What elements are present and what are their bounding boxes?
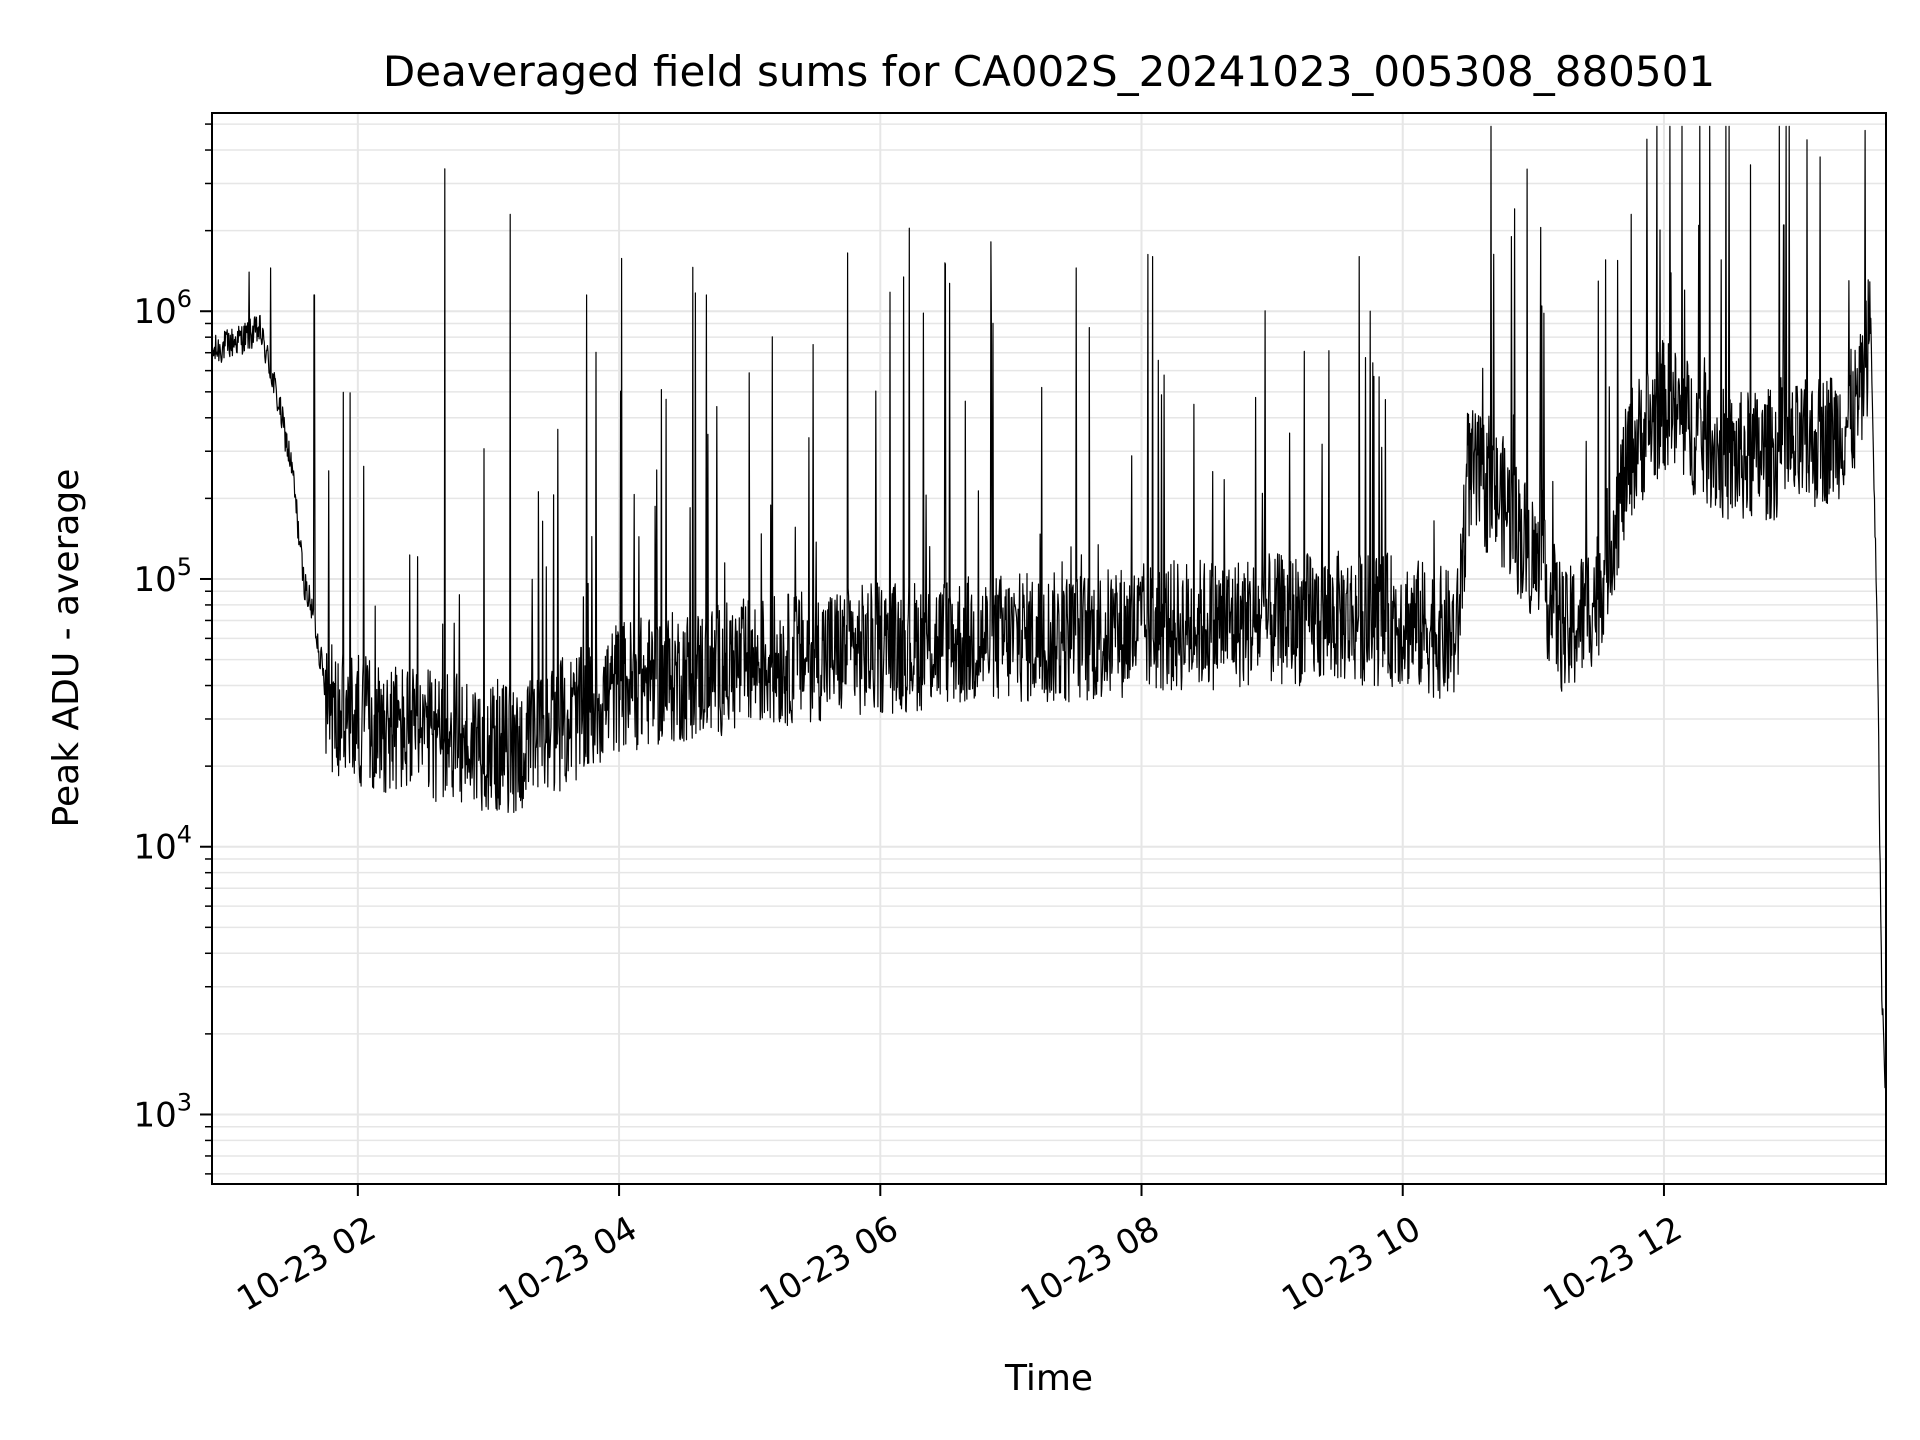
x-axis-label: Time xyxy=(1004,1358,1093,1399)
series-line xyxy=(211,125,1887,1121)
y-axis-label: Peak ADU - average xyxy=(46,469,87,828)
y-tick-label: 104 xyxy=(133,821,192,868)
plot-frame xyxy=(211,112,1887,1185)
y-tick-label: 106 xyxy=(133,285,192,332)
chart-title: Deaveraged field sums for CA002S_2024102… xyxy=(383,47,1715,96)
y-axis: 103 104 105 106 xyxy=(133,123,212,1175)
y-tick-label: 103 xyxy=(133,1088,192,1135)
plot-line-group xyxy=(211,125,1887,1121)
y-tick-label: 105 xyxy=(133,553,192,600)
